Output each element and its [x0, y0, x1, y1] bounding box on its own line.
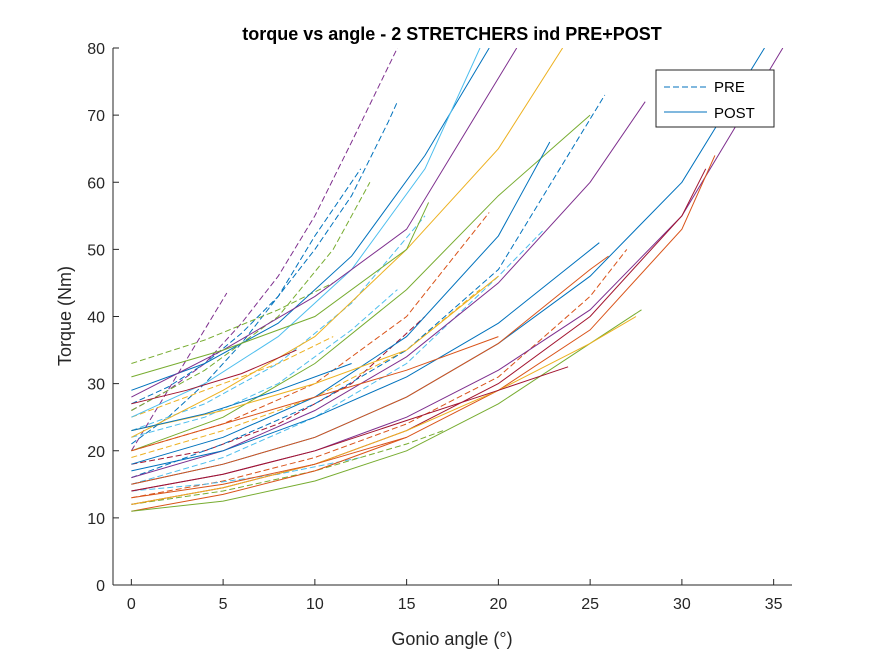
x-tick-label: 35 [765, 596, 783, 613]
x-tick-label: 5 [219, 596, 228, 613]
series-line-pre-4 [131, 182, 371, 411]
x-tick-label: 15 [398, 596, 416, 613]
series-line-post-17 [131, 48, 490, 391]
series-line-pre-12 [131, 228, 545, 485]
series-line-post-29 [131, 316, 637, 505]
series-line-post-26 [131, 155, 716, 512]
series-line-pre-9 [131, 316, 426, 465]
series-line-post-36 [131, 349, 297, 405]
series-line-post-21 [131, 114, 591, 452]
x-tick-label: 0 [127, 596, 136, 613]
series-line-post-30 [131, 366, 569, 492]
axes: 0 5 10 15 20 25 30 35 0 10 20 30 40 50 60 70 80 [87, 41, 792, 613]
series-line-post-37 [131, 336, 499, 452]
series-line-post-38 [131, 436, 407, 499]
legend-post-label: POST [714, 105, 755, 122]
series-line-post-18 [131, 48, 481, 418]
y-tick-label: 60 [87, 175, 105, 192]
series-line-pre-7 [131, 289, 398, 438]
series-line-post-31 [131, 242, 600, 472]
y-tick-label: 50 [87, 242, 105, 259]
series-line-pre-15 [131, 457, 361, 492]
legend: PRE POST [655, 69, 775, 128]
series-line-post-20 [131, 48, 564, 438]
y-tick-label: 20 [87, 444, 105, 461]
y-tick-label: 30 [87, 377, 105, 394]
series-line-pre-0 [130, 292, 228, 452]
series-line-post-32 [131, 255, 609, 485]
series-line-post-35 [131, 363, 352, 432]
legend-box [655, 69, 775, 128]
series-line-pre-5 [131, 282, 334, 364]
y-axis-label: Torque (Nm) [55, 266, 75, 366]
series-layer [130, 48, 784, 512]
x-tick-label: 10 [306, 596, 324, 613]
series-line-pre-2 [131, 101, 398, 405]
series-line-pre-13 [131, 94, 606, 479]
y-tick-label: 10 [87, 511, 105, 528]
series-line-post-33 [131, 275, 499, 432]
series-line-post-19 [131, 48, 518, 398]
chart-title: torque vs angle - 2 STRETCHERS ind PRE+P… [242, 24, 662, 44]
series-line-pre-6 [131, 336, 334, 418]
x-tick-label: 20 [489, 596, 507, 613]
legend-pre-label: PRE [714, 79, 745, 96]
x-axis-label: Gonio angle (°) [391, 629, 512, 649]
y-tick-label: 40 [87, 310, 105, 327]
x-tick-label: 25 [581, 596, 599, 613]
series-line-post-34 [131, 202, 430, 378]
y-tick-label: 80 [87, 41, 105, 58]
x-tick-label: 30 [673, 596, 691, 613]
y-tick-label: 70 [87, 108, 105, 125]
y-tick-label: 0 [96, 578, 105, 595]
series-line-pre-14 [131, 249, 628, 499]
series-line-pre-3 [131, 48, 398, 411]
